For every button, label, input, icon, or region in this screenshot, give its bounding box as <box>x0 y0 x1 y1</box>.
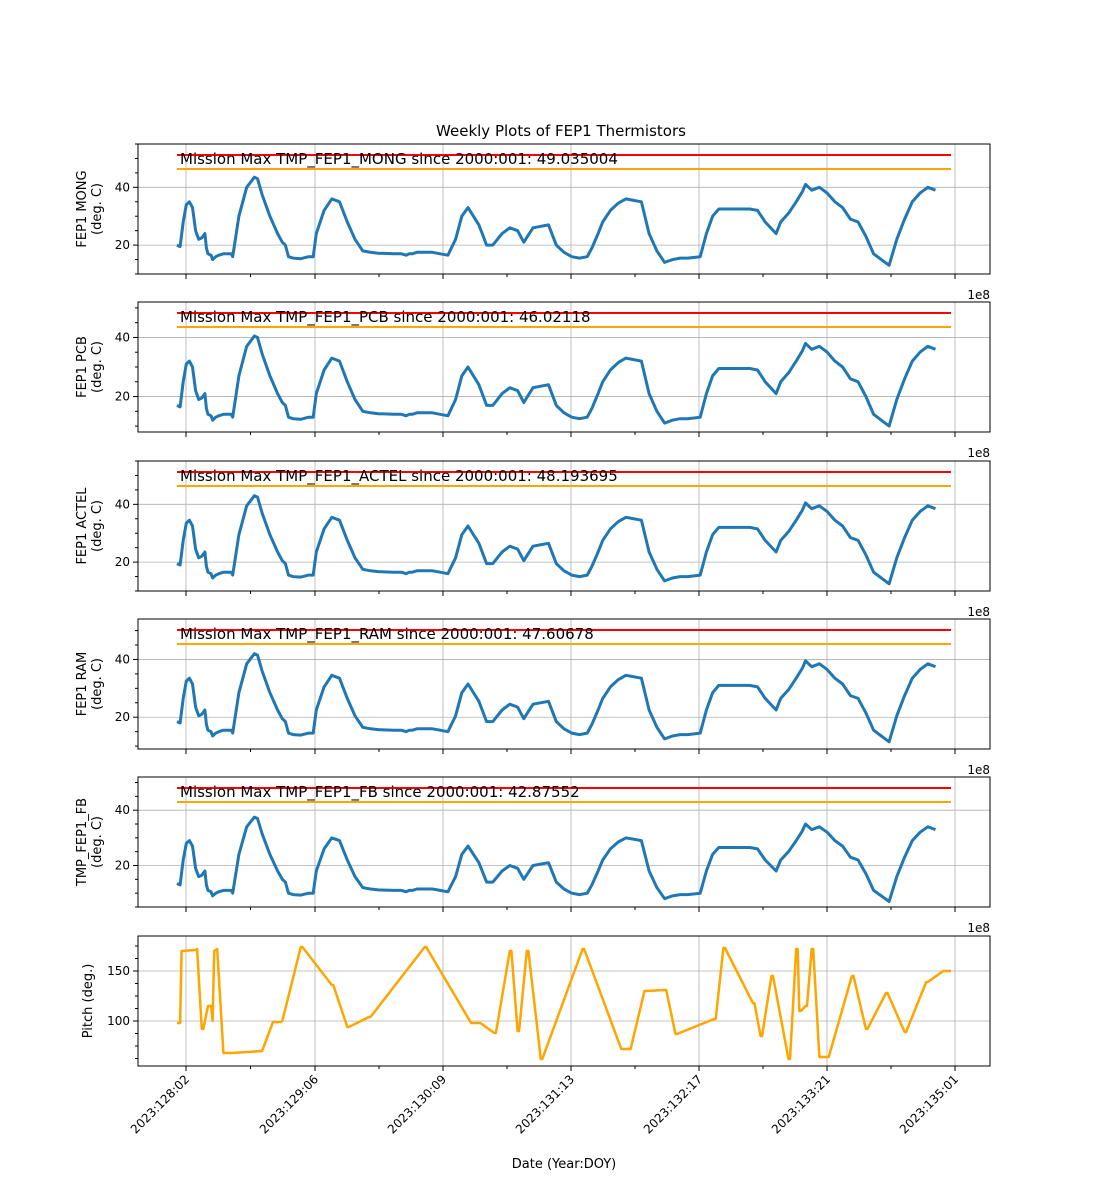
panel-4: 20 40 FEP1 RAM (deg. C) Mission Max TMP_FEP1… <box>75 618 991 777</box>
y-tick-label: 40 <box>115 330 130 344</box>
x-exponent-label: 1e8 <box>967 763 990 777</box>
y-tick-label: 40 <box>115 652 130 666</box>
y-axis-label: FEP1 ACTEL <box>75 487 90 565</box>
y-axis-label: (deg. C) <box>90 183 105 235</box>
y-tick-label: 40 <box>115 497 130 511</box>
y-axis-label: (deg. C) <box>90 500 105 552</box>
panel-5: 20 40 TMP_FEP1_FB (deg. C) Mission Max TMP_F… <box>75 776 991 935</box>
figure-title: Weekly Plots of FEP1 Thermistors <box>436 122 686 140</box>
mission-max-annotation: Mission Max TMP_FEP1_FB since 2000:001: … <box>180 783 580 802</box>
y-tick-label: 100 <box>107 1014 130 1028</box>
y-tick-label: 20 <box>115 555 130 569</box>
axes-frame <box>137 618 991 750</box>
panel-1: 20 40 FEP1 MONG (deg. C) Mission Max TMP_FEP… <box>75 143 991 302</box>
panel-3: 20 40 FEP1 ACTEL (deg. C) Mission Max TMP_FE… <box>75 460 991 619</box>
y-tick-label: 40 <box>115 180 130 194</box>
x-tick-label: 2023:129:06 <box>257 1072 321 1136</box>
y-axis-label: (deg. C) <box>90 816 105 868</box>
y-axis-label: Pitch (deg.) <box>81 964 96 1039</box>
panel-6: 100 150 Pitch (deg.) <box>81 935 991 1071</box>
temperature-series-line <box>176 652 937 744</box>
panel-2: 20 40 FEP1 PCB (deg. C) Mission Max TMP_FEP1… <box>75 301 991 460</box>
temperature-series-line <box>176 494 937 586</box>
x-tick-label: 2023:128:02 <box>128 1072 192 1136</box>
axes-frame <box>137 460 991 592</box>
x-tick-label: 2023:135:01 <box>897 1072 961 1136</box>
y-axis-label: FEP1 RAM <box>75 652 90 717</box>
mission-max-annotation: Mission Max TMP_FEP1_RAM since 2000:001:… <box>180 625 594 644</box>
y-tick-label: 20 <box>115 238 130 252</box>
x-tick-label: 2023:130:09 <box>385 1072 449 1136</box>
y-axis-label: FEP1 MONG <box>75 170 90 247</box>
mission-max-annotation: Mission Max TMP_FEP1_ACTEL since 2000:00… <box>180 467 618 486</box>
axes-frame <box>137 776 991 908</box>
x-exponent-label: 1e8 <box>967 288 990 302</box>
y-tick-label: 20 <box>115 859 130 873</box>
mission-max-annotation: Mission Max TMP_FEP1_MONG since 2000:001… <box>180 150 618 169</box>
mission-max-annotation: Mission Max TMP_FEP1_PCB since 2000:001:… <box>180 308 591 327</box>
y-axis-label: TMP_FEP1_FB <box>75 798 90 887</box>
y-tick-label: 40 <box>115 803 130 817</box>
temperature-series-line <box>176 334 937 428</box>
pitch-series-line <box>177 945 951 1061</box>
x-tick-label: 2023:133:21 <box>769 1072 833 1136</box>
y-axis-label: (deg. C) <box>90 341 105 393</box>
y-axis-label: (deg. C) <box>90 658 105 710</box>
temperature-series-line <box>176 815 937 903</box>
y-tick-label: 20 <box>115 390 130 404</box>
x-axis-label: Date (Year:DOY) <box>512 1157 617 1172</box>
x-tick-labels: 2023:128:02 2023:129:06 2023:130:09 2023:13… <box>128 1072 961 1136</box>
x-exponent-label: 1e8 <box>967 921 990 935</box>
y-axis-label: FEP1 PCB <box>75 336 90 398</box>
temperature-series-line <box>176 175 937 267</box>
y-tick-label: 150 <box>107 964 130 978</box>
x-tick-label: 2023:132:17 <box>641 1072 705 1136</box>
y-tick-label: 20 <box>115 710 130 724</box>
axes-frame <box>137 935 991 1067</box>
x-tick-label: 2023:131:13 <box>513 1072 577 1136</box>
axes-frame <box>137 143 991 275</box>
x-exponent-label: 1e8 <box>967 446 990 460</box>
x-exponent-label: 1e8 <box>967 605 990 619</box>
